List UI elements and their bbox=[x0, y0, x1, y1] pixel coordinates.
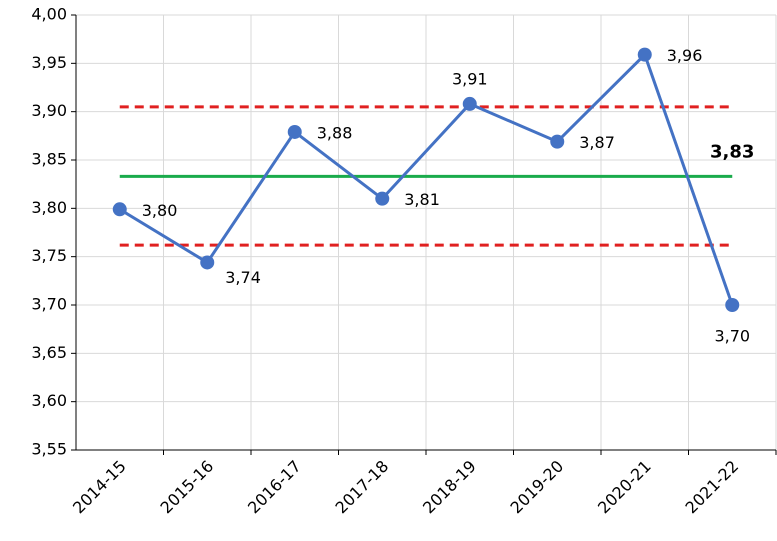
x-tick-label: 2021-22 bbox=[682, 457, 743, 518]
y-tick-label: 3,85 bbox=[31, 150, 67, 169]
y-tick-label: 3,70 bbox=[31, 295, 67, 314]
y-tick-label: 3,80 bbox=[31, 198, 67, 217]
y-tick-label: 3,55 bbox=[31, 440, 67, 459]
data-label: 3,70 bbox=[714, 327, 750, 346]
data-label: 3,91 bbox=[452, 69, 488, 88]
mean-label: 3,83 bbox=[710, 141, 754, 162]
data-label: 3,74 bbox=[225, 268, 261, 287]
x-tick-label: 2020-21 bbox=[594, 457, 655, 518]
x-tick-label: 2016-17 bbox=[244, 457, 305, 518]
x-tick-label: 2019-20 bbox=[507, 457, 568, 518]
y-tick-label: 4,00 bbox=[31, 5, 67, 24]
data-point bbox=[725, 298, 740, 312]
x-tick-label: 2014-15 bbox=[69, 457, 130, 518]
data-point bbox=[550, 134, 565, 149]
data-point bbox=[112, 202, 127, 217]
x-tick-label: 2017-18 bbox=[332, 457, 393, 518]
data-label: 3,88 bbox=[317, 123, 353, 142]
y-tick-label: 3,65 bbox=[31, 343, 67, 362]
y-tick-label: 3,75 bbox=[31, 246, 67, 265]
data-point bbox=[200, 255, 215, 270]
data-label: 3,80 bbox=[142, 201, 178, 220]
data-label: 3,81 bbox=[404, 190, 440, 209]
data-point bbox=[637, 47, 652, 62]
x-tick-label: 2018-19 bbox=[419, 457, 480, 518]
data-label: 3,87 bbox=[579, 133, 615, 152]
data-point bbox=[462, 96, 477, 111]
series-line bbox=[118, 53, 734, 306]
data-point bbox=[375, 191, 390, 206]
y-tick-label: 3,95 bbox=[31, 53, 67, 72]
data-point bbox=[287, 124, 302, 139]
data-label: 3,96 bbox=[667, 46, 703, 65]
y-tick-label: 3,60 bbox=[31, 391, 67, 410]
y-tick-label: 3,90 bbox=[31, 101, 67, 120]
x-tick-label: 2015-16 bbox=[157, 457, 218, 518]
